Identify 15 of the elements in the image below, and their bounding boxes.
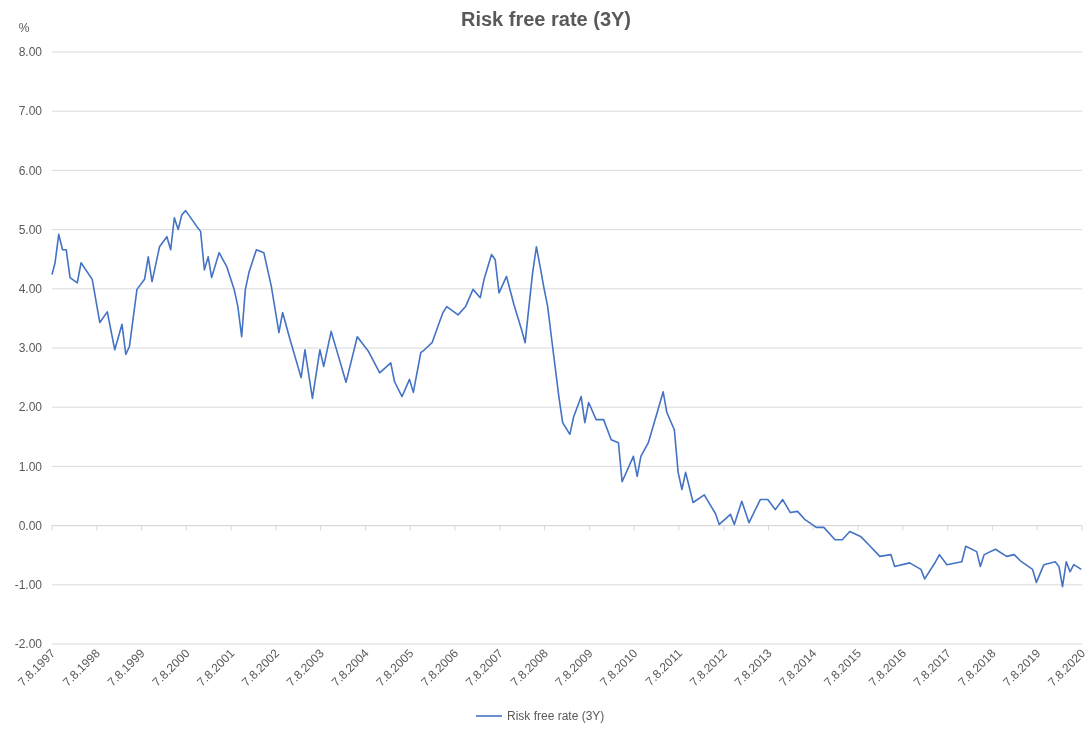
y-tick-label: 0.00 bbox=[18, 518, 43, 533]
y-tick-label: 5.00 bbox=[18, 222, 43, 237]
legend-label: Risk free rate (3Y) bbox=[507, 709, 605, 724]
y-tick-label: 6.00 bbox=[18, 163, 43, 178]
line-series bbox=[51, 209, 1083, 588]
y-axis-title: % bbox=[18, 21, 30, 35]
y-tick-label: 1.00 bbox=[18, 459, 43, 474]
y-tick-label: 3.00 bbox=[18, 341, 43, 356]
y-tick-label: -1.00 bbox=[14, 578, 43, 592]
y-tick-label: 7.00 bbox=[18, 104, 43, 119]
y-tick-label: 8.00 bbox=[18, 45, 43, 60]
y-tick-label: 4.00 bbox=[18, 282, 43, 296]
chart-title: Risk free rate (3Y) bbox=[460, 8, 632, 30]
y-tick-label: 2.00 bbox=[18, 400, 43, 415]
y-tick-label: -2.00 bbox=[14, 637, 43, 652]
